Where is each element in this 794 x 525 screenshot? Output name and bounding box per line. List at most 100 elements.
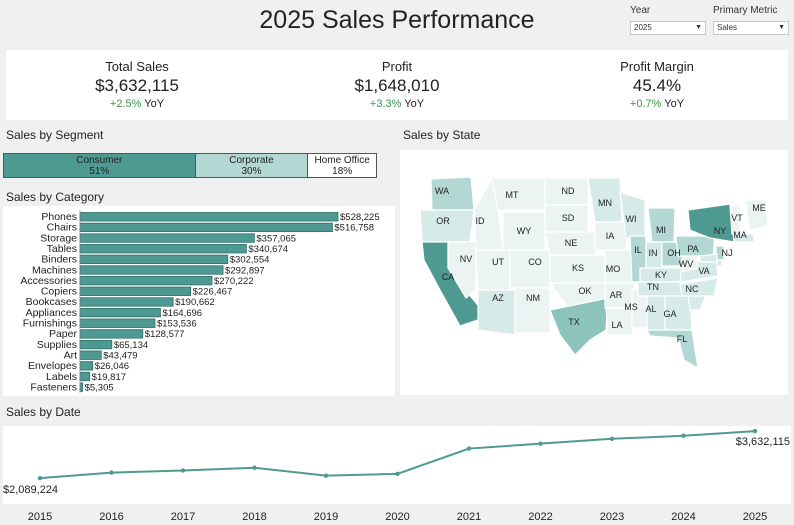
category-label: Labels — [46, 371, 77, 383]
state-map: WA OR CA ID NV MT WY UT AZ CO NM ND SD NE KS OK TX MN IA MO… — [419, 176, 769, 370]
first-value-label: $2,089,224 — [3, 484, 58, 496]
category-label: Phones — [41, 211, 77, 223]
state-map-panel: WA OR CA ID NV MT WY UT AZ CO NM ND SD NE KS OK TX MN IA MO… — [400, 150, 788, 395]
state-label: GA — [663, 309, 676, 319]
category-label: Appliances — [26, 307, 77, 319]
segment-pct: 30% — [241, 166, 262, 177]
sales-point[interactable] — [466, 446, 472, 451]
state-sc[interactable] — [687, 295, 707, 311]
year-tick-label: 2016 — [99, 511, 123, 523]
state-label: LA — [611, 320, 622, 330]
category-bar[interactable] — [79, 233, 255, 243]
segment-section-title: Sales by Segment — [6, 128, 104, 142]
state-ma[interactable] — [733, 233, 755, 243]
category-value-label: $43,479 — [103, 350, 137, 361]
kpi-profit-margin: Profit Margin 45.4% +0.7% YoY — [557, 50, 757, 110]
state-label: WY — [517, 226, 532, 236]
date-chart-panel: $2,089,224 $3,632,115 — [3, 426, 791, 504]
state-ny[interactable] — [687, 203, 735, 243]
state-label: MO — [606, 264, 621, 274]
category-label: Chairs — [47, 222, 77, 234]
category-label: Furnishings — [23, 318, 77, 330]
sales-point[interactable] — [323, 473, 329, 478]
state-fl[interactable] — [646, 329, 699, 370]
state-md[interactable] — [699, 253, 718, 263]
year-select[interactable]: 2025 ▼ — [630, 21, 706, 35]
state-label: CO — [528, 257, 542, 267]
category-bar[interactable] — [79, 361, 94, 371]
state-label: MA — [733, 230, 747, 240]
metric-select[interactable]: Sales ▼ — [713, 21, 789, 35]
category-bar[interactable] — [79, 286, 192, 296]
category-bar[interactable] — [79, 307, 161, 318]
sales-point[interactable] — [37, 475, 43, 481]
state-label: PA — [687, 244, 698, 254]
state-label: KY — [655, 270, 667, 280]
category-value-label: $164,696 — [162, 308, 202, 319]
sales-point[interactable] — [681, 433, 686, 438]
state-label: NM — [526, 293, 540, 303]
category-bar[interactable] — [79, 329, 144, 339]
state-la[interactable] — [605, 307, 634, 336]
state-co[interactable] — [509, 249, 551, 289]
state-nm[interactable] — [514, 287, 551, 334]
category-bar[interactable] — [79, 371, 91, 382]
segment-pct: 51% — [89, 166, 110, 177]
segment-corporate[interactable]: Corporate 30% — [195, 154, 309, 177]
state-label: AZ — [492, 293, 504, 303]
year-tick-label: 2017 — [171, 511, 195, 523]
sales-point[interactable] — [109, 470, 114, 475]
kpi-value: 45.4% — [632, 76, 682, 95]
state-label: CA — [442, 272, 455, 282]
state-az[interactable] — [477, 289, 516, 336]
segment-consumer[interactable]: Consumer 51% — [4, 154, 196, 177]
year-tick-label: 2018 — [242, 511, 266, 523]
category-section-title: Sales by Category — [6, 190, 105, 204]
kpi-change: +0.7% — [629, 98, 662, 110]
category-bar[interactable] — [79, 254, 229, 264]
segment-home-office[interactable]: Home Office 18% — [308, 154, 376, 177]
category-chart-panel: Phones $528,225 Chairs $516,758 Storage $357,… — [3, 206, 395, 396]
category-label: Bookcases — [26, 296, 77, 308]
state-ut[interactable] — [475, 249, 511, 291]
category-bar[interactable] — [79, 265, 224, 275]
state-label: NC — [686, 284, 699, 294]
page-title: 2025 Sales Performance — [259, 6, 535, 34]
sales-point[interactable] — [752, 428, 758, 434]
category-bar[interactable] — [79, 276, 213, 286]
sales-point[interactable] — [180, 468, 186, 473]
state-label: ND — [562, 186, 575, 196]
state-label: VA — [698, 266, 709, 276]
state-or[interactable] — [419, 209, 475, 243]
category-bar[interactable] — [79, 339, 113, 350]
state-label: AR — [610, 290, 623, 300]
category-bar[interactable] — [79, 382, 83, 392]
category-value-label: $190,662 — [175, 297, 215, 308]
category-value-label: $302,554 — [230, 255, 270, 266]
year-tick-label: 2019 — [314, 511, 338, 523]
state-de[interactable] — [716, 259, 723, 267]
category-bar[interactable] — [79, 244, 247, 254]
sales-point[interactable] — [609, 436, 615, 441]
category-bar[interactable] — [79, 297, 174, 307]
year-tick-label: 2023 — [600, 511, 624, 523]
category-bar[interactable] — [79, 222, 333, 233]
state-me[interactable] — [744, 199, 769, 231]
kpi-label: Profit Margin — [620, 59, 694, 74]
state-label: IL — [634, 245, 642, 255]
category-label: Machines — [32, 264, 77, 276]
state-mt[interactable] — [491, 177, 546, 211]
kpi-delta: +0.7% YoY — [557, 98, 757, 110]
state-nc[interactable] — [679, 277, 719, 297]
date-line-chart: $2,089,224 $3,632,115 — [3, 428, 790, 496]
category-bar[interactable] — [79, 350, 102, 360]
category-bar[interactable] — [79, 212, 339, 222]
kpi-change: +2.5% — [109, 98, 142, 110]
year-tick-label: 2020 — [385, 511, 409, 523]
sales-point[interactable] — [252, 465, 257, 470]
state-nv[interactable] — [447, 241, 477, 299]
category-bar[interactable] — [79, 318, 156, 328]
state-label: WI — [626, 214, 637, 224]
sales-point[interactable] — [395, 471, 400, 477]
sales-point[interactable] — [538, 441, 543, 446]
